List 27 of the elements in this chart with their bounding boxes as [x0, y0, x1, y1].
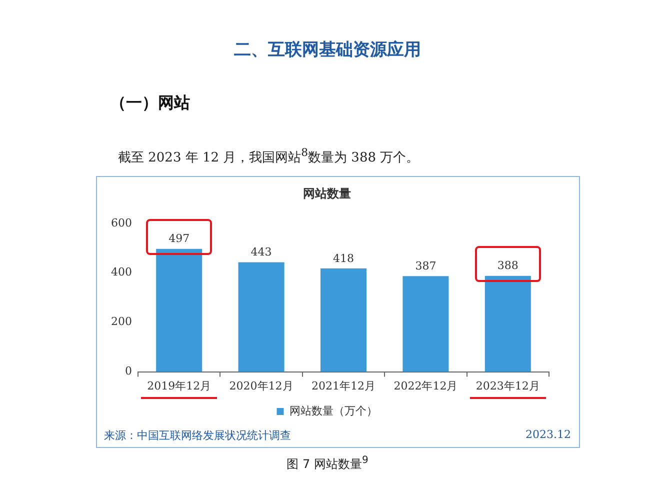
data-label: 418 — [333, 252, 354, 265]
y-tick-label: 0 — [124, 364, 132, 378]
chart-title: 网站数量 — [303, 186, 351, 200]
legend-label: 网站数量（万个） — [289, 404, 378, 418]
bar — [402, 276, 449, 372]
data-label: 387 — [415, 259, 436, 272]
x-tick-label: 2020年12月 — [229, 379, 294, 392]
bar — [320, 268, 367, 372]
data-label: 443 — [250, 246, 272, 259]
source-note: 来源：中国互联网络发展状况统计调查 — [104, 428, 291, 443]
y-tick-label: 200 — [110, 315, 132, 328]
y-tick-label: 600 — [110, 216, 132, 230]
caption: 图 7 网站数量$^{9}$ — [286, 455, 370, 473]
bar — [156, 248, 202, 372]
text: 截至 2023 年 12 月，我国网站$^{8}$数量为 388 万个。 — [118, 146, 420, 166]
y-tick-label: 400 — [110, 266, 132, 279]
bar — [484, 276, 531, 372]
x-tick-label: 2019年12月 — [147, 379, 212, 392]
x-tick-label: 2022年12月 — [394, 379, 458, 392]
x-tick-label: 2021年12月 — [312, 379, 376, 392]
x-tick-label: 2023年12月 — [476, 379, 540, 392]
bar — [238, 262, 284, 372]
data-label: 388 — [497, 259, 518, 272]
text: （一）网站 — [110, 93, 190, 114]
data-label: 497 — [168, 232, 190, 246]
text: 二、互联网基础资源应用 — [233, 39, 422, 61]
text: 2023.12 — [526, 428, 571, 441]
